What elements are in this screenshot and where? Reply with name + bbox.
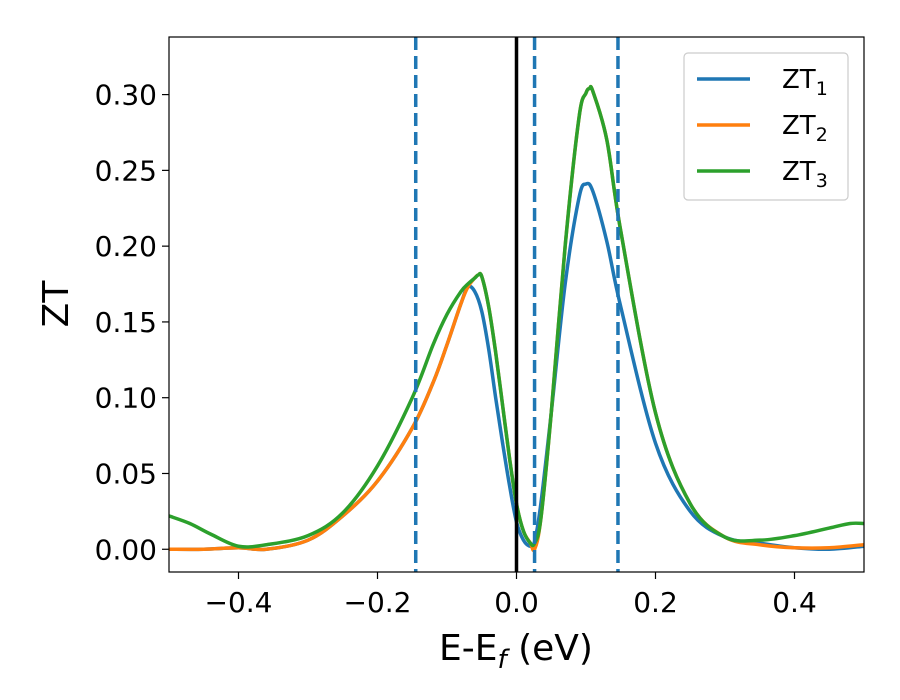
y-tick-label: 0.15 <box>95 306 157 339</box>
y-axis-title: ZT <box>36 280 77 328</box>
x-tick-label: −0.2 <box>344 586 412 619</box>
plot-area <box>169 37 864 572</box>
x-axis: −0.4 −0.2 0.0 0.2 0.4 <box>205 572 817 619</box>
y-axis: 0.00 0.05 0.10 0.15 0.20 0.25 0.30 <box>95 79 169 566</box>
y-tick-label: 0.10 <box>95 382 157 415</box>
legend-label-2: ZT2 <box>782 111 828 146</box>
legend: ZT1 ZT2 ZT3 <box>683 52 849 201</box>
y-tick-label: 0.30 <box>95 79 157 112</box>
y-tick-label: 0.20 <box>95 230 157 263</box>
x-tick-label: 0.2 <box>633 586 678 619</box>
x-axis-title: E-Ef (eV) <box>439 628 593 675</box>
series-line-3 <box>169 84 864 549</box>
legend-label-3: ZT3 <box>782 157 828 192</box>
x-tick-label: 0.4 <box>772 586 817 619</box>
x-tick-label: −0.4 <box>205 586 273 619</box>
legend-box <box>683 52 849 201</box>
y-tick-label: 0.25 <box>95 154 157 187</box>
legend-label-1: ZT1 <box>782 65 828 100</box>
y-tick-label: 0.00 <box>95 533 157 566</box>
y-tick-label: 0.05 <box>95 457 157 490</box>
x-tick-label: 0.0 <box>494 586 539 619</box>
